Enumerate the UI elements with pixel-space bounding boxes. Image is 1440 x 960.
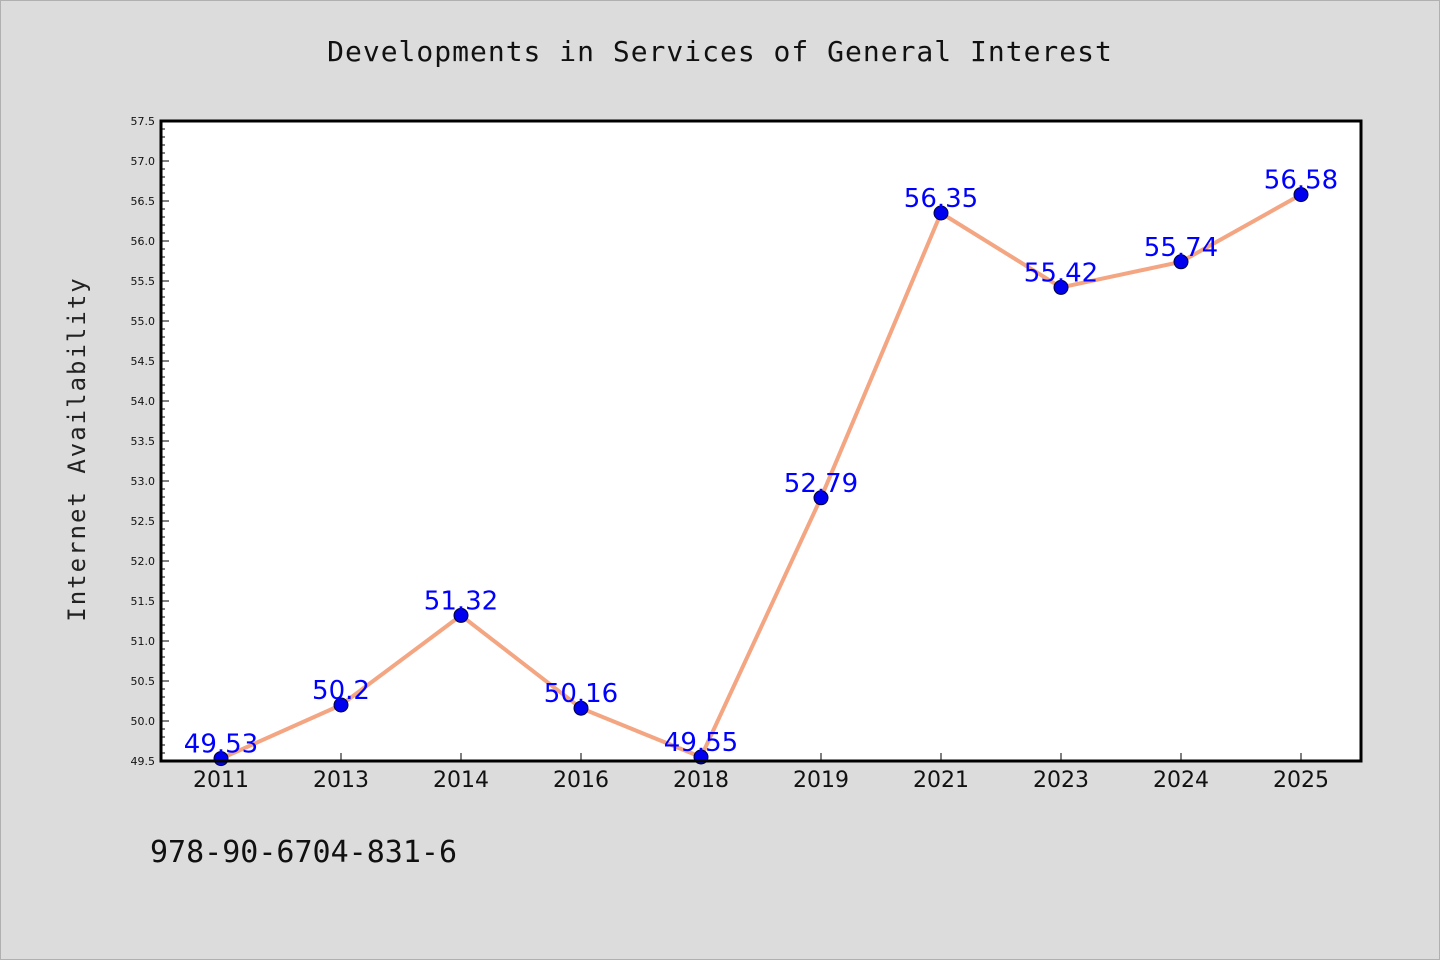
data-point [933,205,949,221]
y-tick-label: 52.5 [131,515,156,528]
x-tick-label: 2013 [313,768,369,793]
x-tick-label: 2019 [793,768,849,793]
x-tick-label: 2023 [1033,768,1089,793]
data-label: 50.2 [312,676,370,706]
y-tick-label: 50.0 [131,715,156,728]
y-tick-label: 53.0 [131,475,156,488]
data-point [1173,254,1189,270]
y-tick-label: 51.0 [131,635,156,648]
data-point [813,490,829,506]
x-tick-label: 2011 [193,768,249,793]
data-point [333,697,349,713]
x-tick-label: 2014 [433,768,489,793]
y-tick-label: 52.0 [131,555,156,568]
data-label: 49.53 [184,730,258,760]
y-tick-label: 57.5 [131,115,156,128]
chart-title: Developments in Services of General Inte… [327,35,1113,68]
data-point [573,700,589,716]
y-tick-label: 56.0 [131,235,156,248]
series-line [219,192,1303,761]
y-tick-label: 54.0 [131,395,156,408]
data-point [453,607,469,623]
y-tick-label: 53.5 [131,435,156,448]
data-label: 49.55 [664,728,738,758]
x-tick-label: 2018 [673,768,729,793]
x-tick-label: 2021 [913,768,969,793]
plot-background [161,121,1361,761]
y-tick-label: 55.0 [131,315,156,328]
data-label: 56.58 [1264,166,1338,196]
y-tick-label: 54.5 [131,355,156,368]
y-tick-label: 51.5 [131,595,156,608]
plot-frame [159,119,1363,763]
x-tick-label: 2024 [1153,768,1209,793]
data-label: 51.32 [424,586,498,616]
y-tick-label: 57.0 [131,155,156,168]
isbn-code: 978-90-6704-831-6 [150,835,458,870]
y-tick-label: 49.5 [131,755,156,768]
x-tick-label: 2025 [1273,768,1329,793]
data-label: 55.74 [1144,233,1218,263]
y-tick-label: 56.5 [131,195,156,208]
data-point [1293,187,1309,203]
data-point [1053,279,1069,295]
y-tick-label: 50.5 [131,675,156,688]
x-tick-label: 2016 [553,768,609,793]
y-tick-label: 55.5 [131,275,156,288]
data-label: 55.42 [1024,258,1098,288]
data-label: 52.79 [784,469,858,499]
data-label: 56.35 [904,184,978,214]
data-label: 50.16 [544,679,618,709]
